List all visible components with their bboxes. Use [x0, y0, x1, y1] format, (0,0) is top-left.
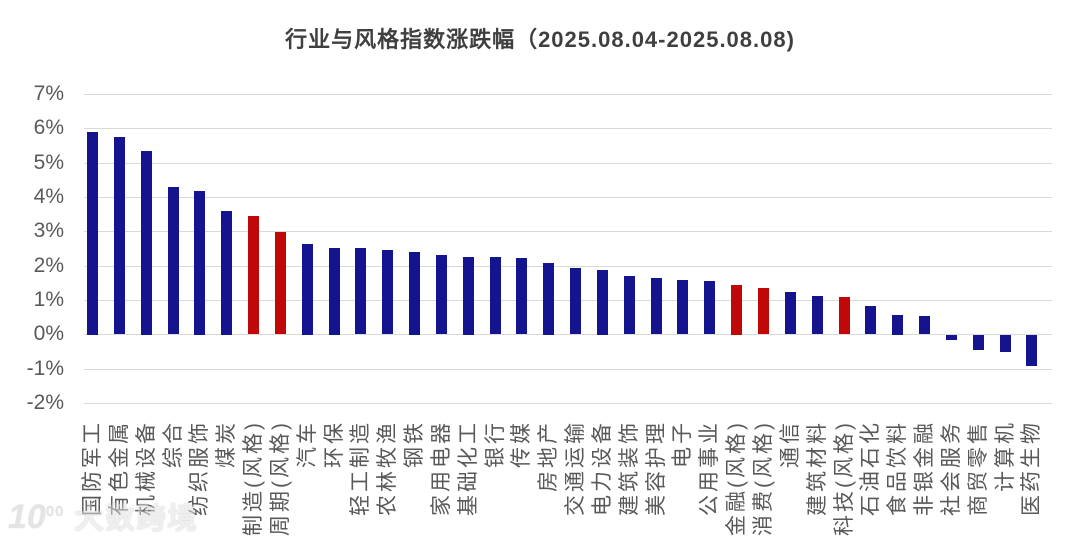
- bar-银行: [490, 257, 501, 334]
- bar-食品饮料: [892, 315, 903, 335]
- y-axis-tick-label: -2%: [26, 391, 64, 414]
- gridline: [84, 369, 1052, 370]
- bar-建筑装饰: [624, 276, 635, 334]
- bar-环保: [329, 248, 340, 335]
- bar-轻工制造: [355, 248, 366, 334]
- bar-传媒: [516, 258, 527, 334]
- y-axis-tick-label: 7%: [33, 82, 64, 105]
- bar-消费(风格): [758, 288, 769, 334]
- gridline: [84, 300, 1052, 301]
- bar-钢铁: [409, 252, 420, 335]
- bar-国防军工: [87, 132, 98, 335]
- bar-房地产: [543, 263, 554, 335]
- bar-计算机: [1000, 335, 1011, 352]
- bar-商贸零售: [973, 335, 984, 350]
- bar-周期(风格): [275, 232, 286, 334]
- gridline: [84, 128, 1052, 129]
- gridline: [84, 266, 1052, 267]
- bar-美容护理: [651, 278, 662, 334]
- bar-建筑材料: [812, 296, 823, 334]
- bar-医药生物: [1026, 335, 1037, 366]
- y-axis-tick-label: 2%: [33, 254, 64, 277]
- chart-title: 行业与风格指数涨跌幅（2025.08.04-2025.08.08): [285, 27, 795, 52]
- bar-科技(风格): [839, 297, 850, 334]
- bar-家用电器: [436, 255, 447, 334]
- bar-公用事业: [704, 281, 715, 334]
- gridline: [84, 163, 1052, 164]
- gridline: [84, 94, 1052, 95]
- gridline: [84, 403, 1052, 404]
- gridline: [84, 334, 1052, 335]
- bar-农林牧渔: [382, 250, 393, 334]
- bar-非银金融: [919, 316, 930, 334]
- y-axis-tick-label: 6%: [33, 116, 64, 139]
- y-axis-tick-label: -1%: [26, 357, 64, 380]
- bar-交通运输: [570, 268, 581, 334]
- bar-通信: [785, 292, 796, 334]
- bar-煤炭: [221, 211, 232, 335]
- bar-汽车: [302, 244, 313, 335]
- bar-电子: [677, 280, 688, 334]
- y-axis-tick-label: 1%: [33, 288, 64, 311]
- gridline: [84, 231, 1052, 232]
- gridline: [84, 197, 1052, 198]
- bar-社会服务: [946, 335, 957, 340]
- bar-综合: [168, 187, 179, 334]
- bar-石油石化: [865, 306, 876, 334]
- brand-logo-icon: 1000: [8, 498, 65, 536]
- y-axis-tick-label: 5%: [33, 151, 64, 174]
- bar-有色金属: [114, 137, 125, 334]
- bar-纺织服饰: [194, 191, 205, 335]
- y-axis-tick-label: 3%: [33, 219, 64, 242]
- bar-制造(风格): [248, 216, 259, 334]
- bar-基础化工: [463, 257, 474, 335]
- bar-电力设备: [597, 270, 608, 335]
- bar-机械设备: [141, 151, 152, 335]
- bar-金融(风格): [731, 285, 742, 335]
- y-axis-tick-label: 0%: [33, 322, 64, 345]
- y-axis-tick-label: 4%: [33, 185, 64, 208]
